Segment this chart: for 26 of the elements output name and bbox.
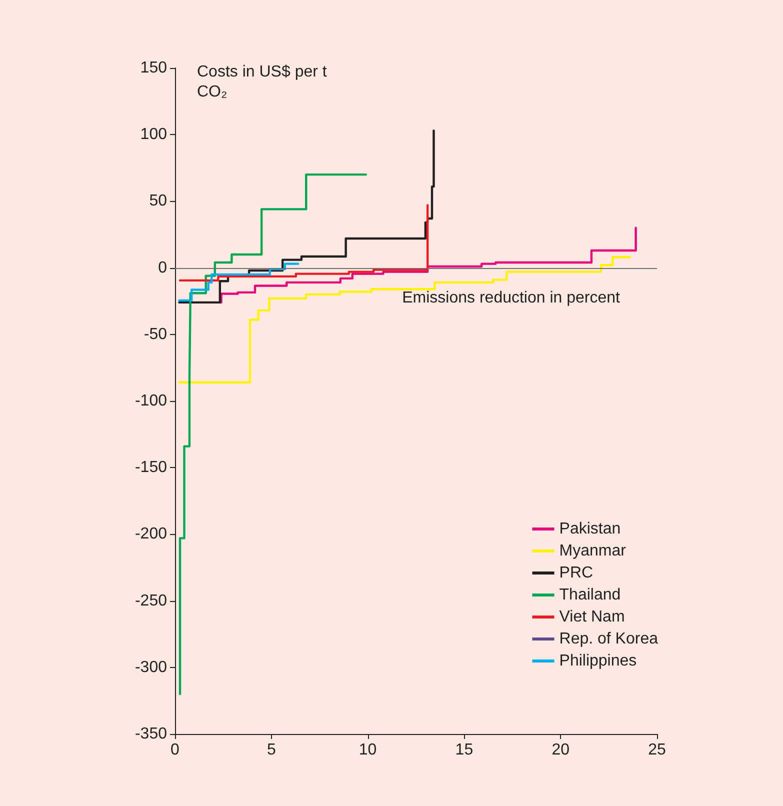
- x-tick-label: 0: [170, 742, 180, 758]
- y-tick-label: 50: [149, 192, 168, 210]
- x-tick-label: 20: [552, 742, 570, 758]
- y-tick-label: -250: [134, 592, 168, 610]
- y-tick-label: 100: [140, 126, 168, 144]
- x-axis-title: Emissions reduction in percent: [402, 289, 621, 306]
- y-tick-label: 150: [140, 60, 168, 76]
- y-tick-label: -100: [134, 392, 168, 410]
- y-tick-label: 0: [158, 259, 168, 276]
- x-tick-label: 10: [358, 742, 377, 758]
- legend-label: PRC: [559, 564, 594, 582]
- x-tick-label: 15: [455, 742, 474, 758]
- y-tick-label: -50: [144, 326, 168, 343]
- legend-label: Thailand: [559, 586, 621, 604]
- y-tick-label: -350: [134, 726, 168, 742]
- x-tick-label: 5: [266, 742, 276, 758]
- legend-label: Viet Nam: [559, 608, 625, 626]
- y-tick-label: -300: [134, 658, 168, 676]
- legend-label: Pakistan: [559, 520, 621, 538]
- y-tick-label: -150: [134, 459, 168, 476]
- y-tick-label: -200: [134, 526, 168, 543]
- x-tick-label: 25: [648, 742, 666, 758]
- y-axis-title: Costs in US$ per t CO₂: [197, 64, 332, 100]
- legend-label: Philippines: [559, 652, 637, 670]
- legend-label: Rep. of Korea: [559, 630, 658, 648]
- legend-label: Myanmar: [559, 542, 627, 560]
